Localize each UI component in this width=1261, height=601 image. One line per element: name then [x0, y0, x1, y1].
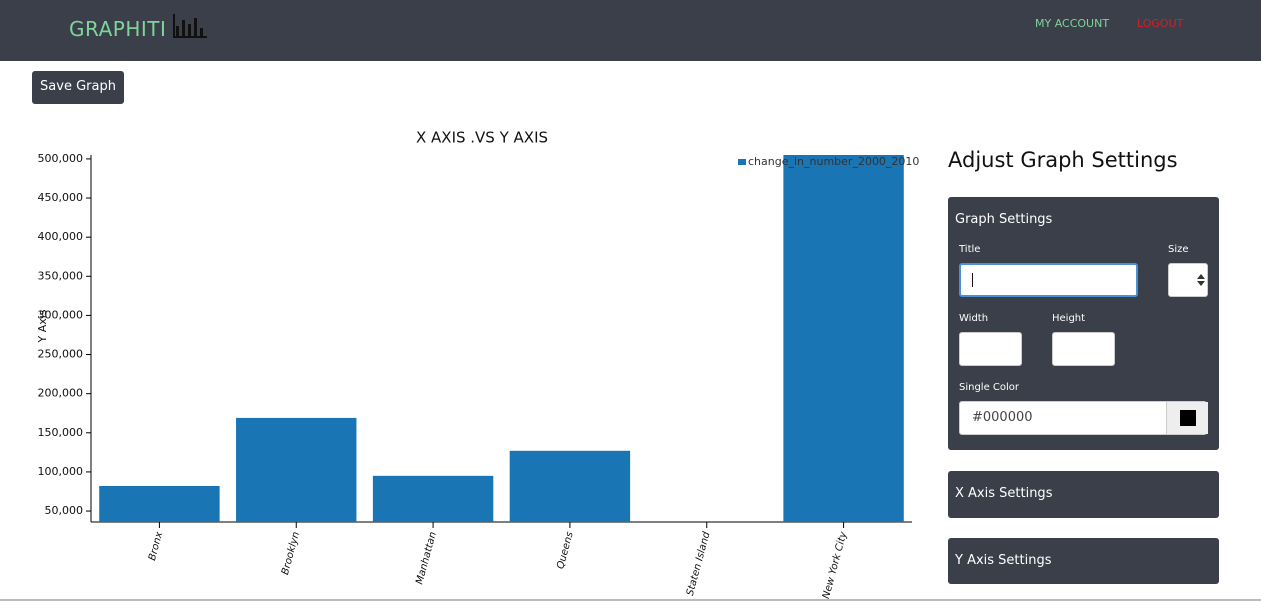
- field-label: Width: [959, 313, 989, 324]
- color-swatch[interactable]: [1166, 402, 1208, 434]
- y-tick-label: 50,000: [45, 504, 84, 517]
- bar: [99, 486, 220, 522]
- field-label: Size: [1168, 244, 1189, 255]
- field-label: Single Color: [959, 382, 1020, 393]
- y-tick-label: 200,000: [38, 387, 84, 400]
- panel-heading: Graph Settings: [955, 212, 1053, 227]
- y-tick-label: 450,000: [38, 191, 84, 204]
- y-tick-label: 350,000: [38, 269, 84, 282]
- x-axis-settings-panel[interactable]: X Axis Settings: [948, 471, 1219, 518]
- bar: [783, 155, 904, 522]
- bar: [509, 450, 631, 522]
- y-tick-label: 100,000: [38, 465, 84, 478]
- settings-title: Adjust Graph Settings: [948, 148, 1178, 172]
- color-input[interactable]: #000000: [959, 401, 1208, 435]
- x-tick-label: Staten Island: [685, 530, 713, 597]
- size-select[interactable]: [1168, 263, 1208, 297]
- height-input[interactable]: [1052, 332, 1115, 366]
- chart-title: X AXIS .VS Y AXIS: [416, 129, 548, 147]
- bar: [372, 475, 494, 522]
- y-axis-settings-panel[interactable]: Y Axis Settings: [948, 538, 1219, 584]
- logo[interactable]: GRAPHITI: [69, 14, 208, 41]
- field-label: Height: [1052, 313, 1086, 324]
- x-tick-label: Manhattan: [414, 531, 439, 586]
- x-tick-label: New York City: [821, 530, 850, 600]
- color-value: #000000: [972, 410, 1033, 425]
- panel-heading[interactable]: X Axis Settings: [955, 486, 1053, 501]
- save-graph-button[interactable]: Save Graph: [32, 71, 124, 104]
- my-account-link[interactable]: MY ACCOUNT: [1035, 17, 1110, 30]
- chart: X AXIS .VS Y AXIS Y Axis 50,000 100,000 15…: [36, 129, 919, 601]
- y-tick-label: 250,000: [38, 348, 84, 361]
- panel-heading[interactable]: Y Axis Settings: [955, 553, 1052, 568]
- title-input[interactable]: [959, 263, 1138, 297]
- x-tick-label: Bronx: [147, 531, 165, 562]
- field-label: Title: [959, 244, 981, 255]
- legend-swatch: [738, 159, 746, 165]
- bar: [236, 417, 357, 522]
- y-tick-label: 400,000: [38, 230, 84, 243]
- graph-settings-panel: Graph Settings Title Size Width Height S…: [948, 197, 1219, 450]
- y-tick-label: 500,000: [38, 152, 84, 165]
- logo-icon: [173, 14, 208, 38]
- x-tick-label: Brooklyn: [280, 531, 302, 576]
- y-tick-label: 300,000: [38, 308, 84, 321]
- logout-link[interactable]: LOGOUT: [1137, 17, 1184, 30]
- width-input[interactable]: [959, 332, 1022, 366]
- logo-text[interactable]: GRAPHITI: [69, 17, 167, 41]
- y-tick-label: 150,000: [38, 426, 84, 439]
- legend-label: change_in_number_2000_2010: [748, 155, 919, 168]
- y-axis-label: Y Axis: [36, 309, 49, 343]
- x-tick-label: Queens: [555, 531, 575, 571]
- header: GRAPHITI MY ACCOUNT LOGOUT: [0, 0, 1261, 61]
- footer-border: [0, 599, 1261, 601]
